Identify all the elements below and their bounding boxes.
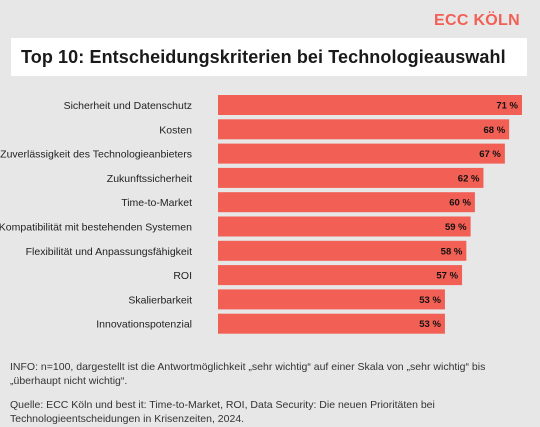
category-label: Innovationspotenzial [96,319,192,331]
value-label: 60 % [449,198,471,209]
category-label: Zukunftssicherheit [107,173,192,185]
category-label: Kompatibilität mit bestehenden Systemen [0,222,192,234]
value-label: 68 % [483,125,505,136]
brand-logo: ECC KÖLN [434,12,520,29]
chart-title: Top 10: Entscheidungskriterien bei Techn… [21,46,506,67]
value-label: 62 % [458,173,480,184]
bar-chart: Sicherheit und Datenschutz 71 % Kosten 68 %… [0,95,522,334]
value-label: 71 % [496,101,518,112]
value-label: 57 % [436,271,458,282]
bar [218,265,463,286]
category-label: Skalierbarkeit [128,294,192,306]
value-label: 59 % [445,222,467,233]
value-label: 58 % [441,246,463,257]
category-label: ROI [173,270,192,282]
bar [218,95,522,115]
info-note: INFO: n=100, dargestellt ist die Antwort… [10,361,486,387]
value-label: 67 % [479,149,501,160]
category-label: Sicherheit und Datenschutz [64,100,192,112]
category-label: Kosten [159,124,192,136]
category-label: Time-to-Market [121,197,192,209]
value-label: 53 % [419,319,441,330]
bar [218,143,505,164]
bar [218,119,510,140]
category-label: Flexibilität und Anpassungsfähigkeit [26,246,192,258]
bar [218,167,484,188]
title-box: Top 10: Entscheidungskriterien bei Techn… [11,38,527,76]
bar [218,313,445,334]
bar [218,192,475,213]
bar [218,240,467,261]
bar [218,216,471,237]
category-label: Zuverlässigkeit des Technologieanbieters [0,149,192,161]
source-note: Quelle: ECC Köln und best it: Time-to-Ma… [10,399,435,425]
bar [218,289,445,310]
value-label: 53 % [419,295,441,306]
